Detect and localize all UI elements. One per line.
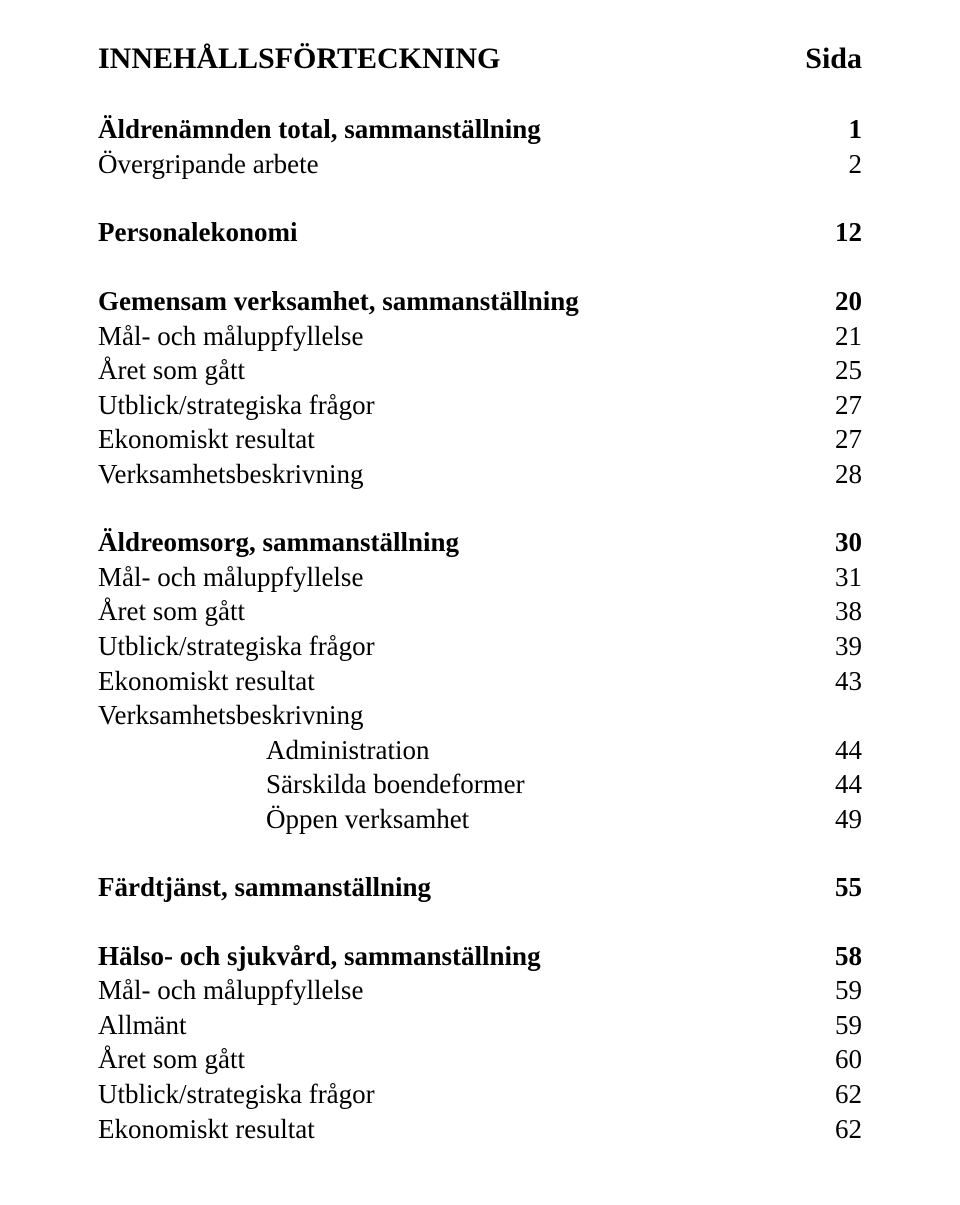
toc-page-header: Sida — [793, 40, 862, 78]
toc-label: Övergripande arbete — [98, 147, 319, 182]
toc-page: 27 — [823, 422, 862, 457]
toc-row: Utblick/strategiska frågor 39 — [98, 629, 862, 664]
toc-label: Utblick/strategiska frågor — [98, 1077, 375, 1112]
toc-row: Mål- och måluppfyllelse 21 — [98, 319, 862, 354]
toc-page: 62 — [823, 1112, 862, 1147]
toc-page: 21 — [823, 319, 862, 354]
toc-row: Personalekonomi 12 — [98, 215, 862, 250]
toc-row: Mål- och måluppfyllelse 59 — [98, 973, 862, 1008]
toc-row: Året som gått 60 — [98, 1042, 862, 1077]
toc-row: Färdtjänst, sammanställning 55 — [98, 870, 862, 905]
toc-title: INNEHÅLLSFÖRTECKNING — [98, 40, 500, 78]
toc-row: Övergripande arbete 2 — [98, 147, 862, 182]
toc-label: Mål- och måluppfyllelse — [98, 319, 363, 354]
toc-label: Allmänt — [98, 1008, 187, 1043]
toc-page: 1 — [837, 112, 863, 147]
toc-label: Färdtjänst, sammanställning — [98, 870, 431, 905]
toc-row: Utblick/strategiska frågor 27 — [98, 388, 862, 423]
toc-page: 43 — [823, 664, 862, 699]
toc-page: 25 — [823, 353, 862, 388]
toc-label: Äldreomsorg, sammanställning — [98, 525, 459, 560]
toc-page: 60 — [823, 1042, 862, 1077]
toc-row: Administration 44 — [98, 733, 862, 768]
toc-row: Särskilda boendeformer 44 — [98, 767, 862, 802]
toc-label: Hälso- och sjukvård, sammanställning — [98, 939, 541, 974]
toc-page: 12 — [823, 215, 862, 250]
toc-gap — [98, 78, 862, 112]
toc-label: Mål- och måluppfyllelse — [98, 560, 363, 595]
toc-row: Öppen verksamhet 49 — [98, 802, 862, 837]
toc-row: Äldreomsorg, sammanställning 30 — [98, 525, 862, 560]
toc-page: 31 — [823, 560, 862, 595]
toc-row: Utblick/strategiska frågor 62 — [98, 1077, 862, 1112]
toc-label: Ekonomiskt resultat — [98, 422, 315, 457]
toc-page: 30 — [823, 525, 862, 560]
toc-title-row: INNEHÅLLSFÖRTECKNING Sida — [98, 40, 862, 78]
toc-gap — [98, 250, 862, 284]
toc-gap — [98, 836, 862, 870]
toc-label: Året som gått — [98, 594, 245, 629]
toc-row: Hälso- och sjukvård, sammanställning 58 — [98, 939, 862, 974]
toc-page: 20 — [823, 284, 862, 319]
toc-label: Ekonomiskt resultat — [98, 664, 315, 699]
toc-label: Särskilda boendeformer — [98, 767, 525, 802]
toc-label: Ekonomiskt resultat — [98, 1112, 315, 1147]
toc-row: Mål- och måluppfyllelse 31 — [98, 560, 862, 595]
toc-page: 58 — [823, 939, 862, 974]
toc-label: Administration — [98, 733, 430, 768]
toc-row: Verksamhetsbeskrivning — [98, 698, 862, 733]
toc-page: 55 — [823, 870, 862, 905]
toc-label: Personalekonomi — [98, 215, 298, 250]
toc-label: Verksamhetsbeskrivning — [98, 698, 363, 733]
toc-row: Ekonomiskt resultat 27 — [98, 422, 862, 457]
toc-gap — [98, 491, 862, 525]
toc-label: Året som gått — [98, 1042, 245, 1077]
toc-row: Gemensam verksamhet, sammanställning 20 — [98, 284, 862, 319]
toc-rows: Äldrenämnden total, sammanställning1Över… — [98, 78, 862, 1146]
toc-row: Äldrenämnden total, sammanställning 1 — [98, 112, 862, 147]
toc-label: Äldrenämnden total, sammanställning — [98, 112, 541, 147]
toc-page: 27 — [823, 388, 862, 423]
toc-page: 59 — [823, 973, 862, 1008]
toc-row: Året som gått 25 — [98, 353, 862, 388]
toc-page: 2 — [837, 147, 863, 182]
toc-page: 59 — [823, 1008, 862, 1043]
toc-label: Året som gått — [98, 353, 245, 388]
toc-page: 44 — [823, 733, 862, 768]
toc-page: 44 — [823, 767, 862, 802]
toc-page: 49 — [823, 802, 862, 837]
toc-page: 28 — [823, 457, 862, 492]
toc-label: Mål- och måluppfyllelse — [98, 973, 363, 1008]
toc-row: Året som gått 38 — [98, 594, 862, 629]
toc-gap — [98, 905, 862, 939]
toc-row: Ekonomiskt resultat 43 — [98, 664, 862, 699]
toc-row: Allmänt 59 — [98, 1008, 862, 1043]
toc-label: Öppen verksamhet — [98, 802, 469, 837]
toc-row: Ekonomiskt resultat 62 — [98, 1112, 862, 1147]
toc-label: Gemensam verksamhet, sammanställning — [98, 284, 579, 319]
toc-gap — [98, 181, 862, 215]
toc-label: Utblick/strategiska frågor — [98, 629, 375, 664]
toc-label: Verksamhetsbeskrivning — [98, 457, 363, 492]
toc-label: Utblick/strategiska frågor — [98, 388, 375, 423]
toc-page: 39 — [823, 629, 862, 664]
toc-row: Verksamhetsbeskrivning 28 — [98, 457, 862, 492]
toc-page: 62 — [823, 1077, 862, 1112]
toc-page: 38 — [823, 594, 862, 629]
